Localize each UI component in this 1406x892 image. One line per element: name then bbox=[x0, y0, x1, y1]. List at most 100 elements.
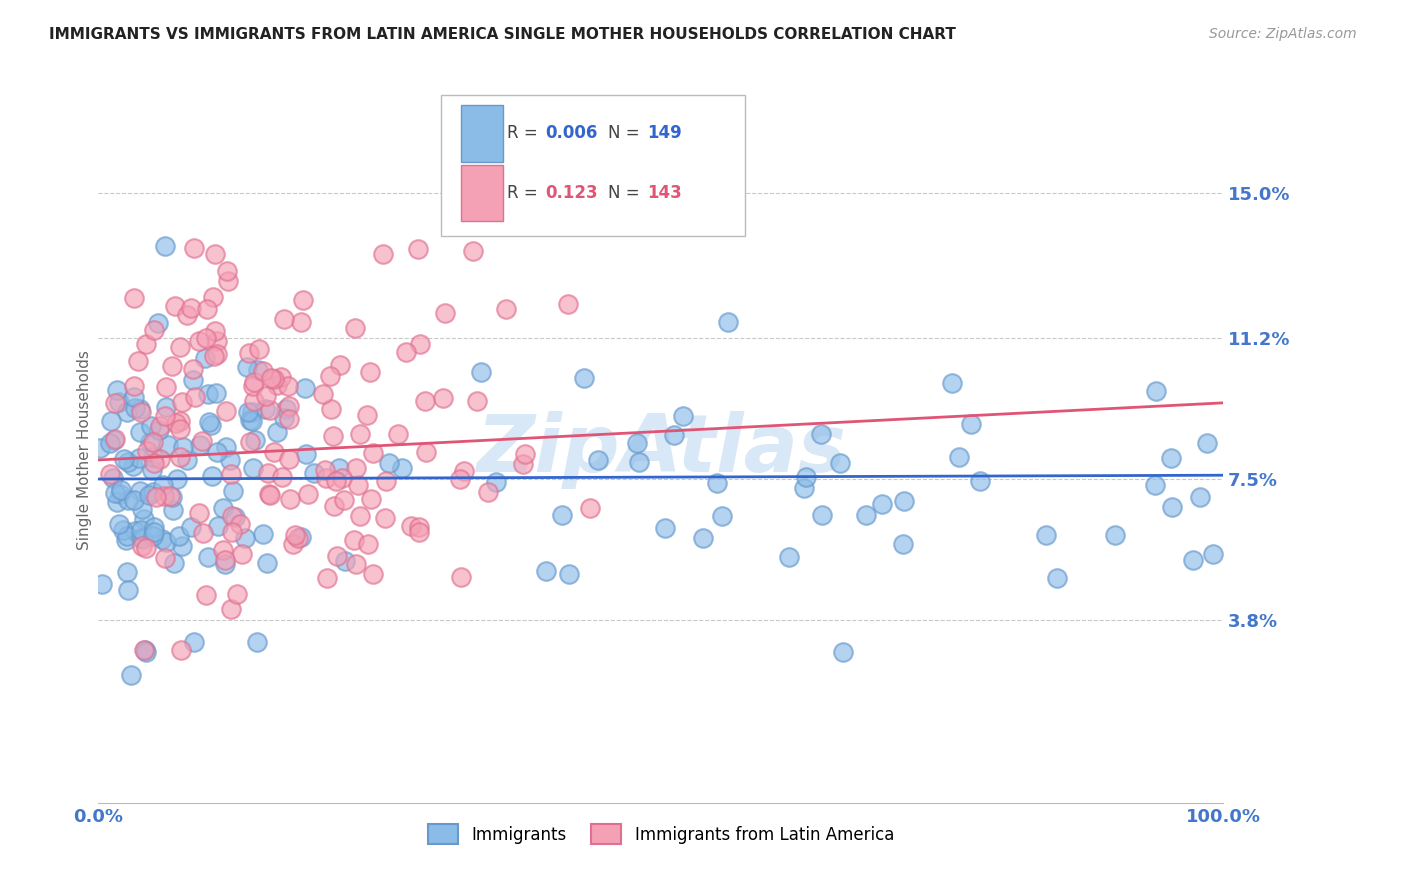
Point bbox=[239, 413, 262, 427]
Point bbox=[214, 404, 236, 418]
Point bbox=[263, 445, 285, 459]
Point bbox=[143, 520, 166, 534]
Point bbox=[211, 542, 233, 557]
Point bbox=[360, 491, 382, 506]
Point bbox=[1160, 450, 1182, 465]
Point bbox=[243, 434, 266, 448]
Point bbox=[432, 391, 454, 405]
Point bbox=[128, 401, 150, 416]
Point bbox=[170, 539, 193, 553]
Point bbox=[328, 460, 350, 475]
Point bbox=[1035, 528, 1057, 542]
Point bbox=[150, 532, 173, 546]
Point bbox=[579, 500, 602, 515]
Point bbox=[664, 428, 686, 442]
Point bbox=[138, 434, 160, 449]
Point bbox=[128, 425, 150, 440]
Point bbox=[181, 373, 204, 387]
Point bbox=[326, 549, 349, 563]
Point bbox=[361, 566, 384, 581]
Point bbox=[357, 537, 380, 551]
Point bbox=[157, 438, 180, 452]
Point bbox=[534, 564, 557, 578]
Point bbox=[129, 405, 152, 419]
Point bbox=[273, 312, 295, 326]
Point bbox=[236, 360, 259, 375]
Point bbox=[159, 489, 181, 503]
Point bbox=[557, 297, 579, 311]
Point bbox=[793, 481, 815, 495]
Point bbox=[195, 302, 218, 317]
Point bbox=[163, 557, 186, 571]
Point bbox=[194, 351, 217, 365]
Text: R =: R = bbox=[506, 124, 543, 143]
Point bbox=[204, 247, 226, 261]
Point bbox=[152, 478, 174, 492]
Text: 149: 149 bbox=[647, 124, 682, 143]
Point bbox=[142, 485, 165, 500]
Point bbox=[465, 394, 488, 409]
Point bbox=[127, 353, 149, 368]
Point bbox=[155, 535, 177, 549]
Point bbox=[215, 440, 238, 454]
Point bbox=[129, 523, 152, 537]
Point bbox=[322, 429, 344, 443]
Point bbox=[197, 550, 219, 565]
Point bbox=[969, 474, 991, 488]
FancyBboxPatch shape bbox=[441, 95, 745, 235]
Point bbox=[115, 566, 138, 580]
Point bbox=[294, 381, 316, 395]
Point bbox=[176, 308, 198, 322]
Point bbox=[104, 432, 127, 446]
Point bbox=[257, 487, 280, 501]
Point bbox=[122, 391, 145, 405]
Point bbox=[207, 347, 229, 361]
Point bbox=[290, 529, 312, 543]
Point bbox=[103, 434, 125, 448]
FancyBboxPatch shape bbox=[461, 165, 503, 221]
Point bbox=[138, 488, 160, 502]
Point bbox=[143, 524, 166, 539]
Point bbox=[215, 263, 238, 277]
Point bbox=[172, 395, 194, 409]
Point bbox=[349, 427, 371, 442]
Point bbox=[101, 471, 124, 485]
Point bbox=[98, 435, 121, 450]
Point bbox=[343, 320, 366, 334]
Point bbox=[1143, 477, 1166, 491]
Point bbox=[259, 403, 281, 417]
Point bbox=[142, 529, 165, 543]
Point bbox=[172, 440, 194, 454]
Point bbox=[170, 643, 193, 657]
Point bbox=[188, 334, 211, 348]
Point bbox=[142, 323, 165, 337]
Point bbox=[242, 461, 264, 475]
Point bbox=[256, 556, 278, 570]
Point bbox=[191, 526, 214, 541]
Point bbox=[512, 457, 534, 471]
Point bbox=[108, 487, 131, 501]
Point bbox=[312, 386, 335, 401]
Point bbox=[240, 405, 263, 419]
Point bbox=[1202, 547, 1225, 561]
Point bbox=[131, 532, 153, 546]
Point bbox=[294, 447, 316, 461]
Point bbox=[278, 451, 301, 466]
Point bbox=[226, 587, 249, 601]
Point bbox=[100, 413, 122, 427]
Point bbox=[344, 557, 367, 571]
Point bbox=[399, 519, 422, 533]
Point bbox=[153, 551, 176, 566]
Text: N =: N = bbox=[607, 124, 645, 143]
Point bbox=[162, 503, 184, 517]
Point bbox=[347, 477, 370, 491]
Point bbox=[359, 365, 381, 379]
Point bbox=[717, 315, 740, 329]
Text: 143: 143 bbox=[647, 185, 682, 202]
Point bbox=[108, 394, 131, 409]
Point bbox=[266, 377, 288, 392]
Point bbox=[316, 571, 339, 585]
Point bbox=[778, 550, 800, 565]
Point bbox=[450, 569, 472, 583]
Point bbox=[831, 645, 853, 659]
